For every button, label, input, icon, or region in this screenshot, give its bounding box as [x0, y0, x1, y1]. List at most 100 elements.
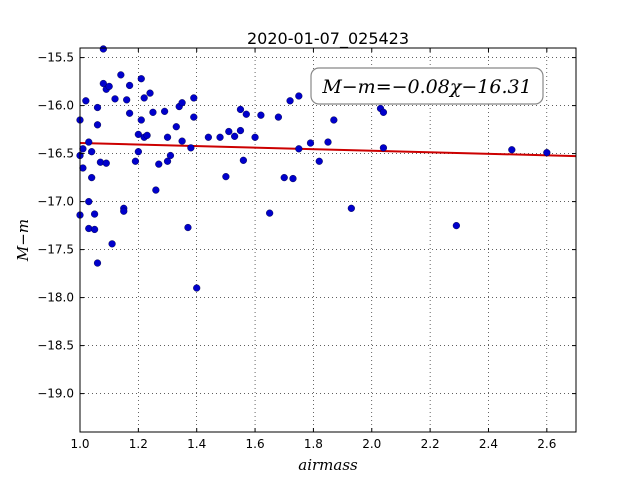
data-point — [289, 174, 297, 183]
y-tick-label: −18.0 — [37, 291, 74, 305]
data-point — [251, 133, 259, 141]
data-point — [187, 144, 195, 152]
data-point — [295, 92, 303, 100]
data-point — [216, 133, 224, 141]
data-point — [280, 174, 288, 182]
data-point — [85, 138, 93, 146]
data-point — [79, 145, 87, 153]
data-point — [379, 144, 388, 152]
data-point — [190, 94, 198, 102]
chart-title: 2020-01-07_025423 — [247, 29, 409, 49]
data-point — [324, 138, 332, 146]
data-point — [146, 89, 154, 97]
data-point — [88, 148, 96, 156]
data-point — [108, 240, 116, 248]
fit-line-segment — [79, 142, 577, 158]
y-tick-label: −16.0 — [37, 99, 74, 113]
data-point — [82, 97, 90, 105]
data-point — [79, 164, 87, 172]
data-point — [178, 137, 186, 145]
data-point — [93, 259, 102, 267]
data-point — [111, 95, 119, 103]
data-point — [88, 174, 96, 182]
data-point — [295, 145, 303, 153]
data-point — [93, 121, 102, 129]
data-point — [330, 116, 338, 124]
y-tick-label: −18.5 — [37, 339, 74, 353]
y-tick-label: −17.5 — [37, 243, 74, 257]
y-tick-label: −17.0 — [37, 195, 74, 209]
x-tick-label: 2.6 — [537, 437, 556, 451]
data-point — [134, 130, 142, 139]
data-point — [508, 146, 516, 154]
data-point — [126, 109, 134, 117]
data-point — [149, 108, 157, 116]
y-axis-label: M−m — [14, 219, 32, 262]
x-tick-label: 1.0 — [70, 437, 89, 451]
grid — [79, 48, 576, 432]
data-point — [105, 82, 113, 91]
data-point — [379, 108, 388, 116]
data-point — [90, 210, 99, 218]
data-point — [286, 97, 294, 105]
data-point — [543, 149, 551, 157]
data-point — [137, 116, 145, 124]
x-tick-label: 1.2 — [129, 437, 148, 451]
data-point — [123, 96, 131, 104]
data-point — [155, 160, 163, 168]
data-point — [257, 111, 265, 119]
data-point — [90, 225, 99, 234]
data-point — [178, 99, 186, 107]
x-tick-label: 2.0 — [362, 437, 381, 451]
data-point — [85, 198, 93, 206]
y-axis-ticks: −15.5 −16.0 −16.5 −17.0 −17.5 −18.0 −18.5 −19.0 — [37, 51, 576, 401]
data-point — [161, 107, 169, 115]
data-point — [99, 79, 107, 88]
x-tick-label: 1.6 — [246, 437, 265, 451]
data-point — [99, 45, 107, 53]
x-tick-label: 2.2 — [421, 437, 440, 451]
y-tick-label: −19.0 — [37, 387, 74, 401]
plot-frame — [79, 47, 577, 433]
data-point — [225, 127, 233, 136]
data-point — [266, 209, 274, 217]
data-point — [190, 113, 198, 121]
data-point — [163, 133, 172, 141]
data-point — [131, 157, 140, 165]
y-tick-label: −15.5 — [37, 51, 74, 65]
data-point — [117, 71, 125, 79]
data-point — [222, 173, 230, 181]
fit-equation-annotation: M−m=−0.08χ−16.31 — [310, 67, 544, 105]
data-point — [152, 186, 160, 194]
data-point — [140, 94, 148, 102]
x-tick-label: 1.8 — [304, 437, 323, 451]
data-point — [204, 133, 212, 141]
data-point — [166, 151, 175, 160]
data-point — [315, 157, 323, 165]
data-point — [347, 204, 355, 212]
y-tick-label: −16.5 — [37, 147, 74, 161]
data-point — [102, 159, 110, 167]
data-point — [239, 156, 247, 164]
data-point — [231, 132, 239, 140]
data-point — [134, 148, 142, 156]
data-point — [236, 126, 245, 135]
data-point — [120, 207, 128, 215]
data-point — [93, 103, 102, 112]
data-point — [236, 105, 245, 114]
fit-line — [79, 142, 577, 158]
data-point — [163, 157, 172, 165]
x-tick-label: 1.4 — [187, 437, 206, 451]
data-point — [137, 75, 145, 83]
data-points — [76, 45, 551, 292]
data-point — [274, 113, 283, 121]
x-axis-label: airmass — [298, 456, 358, 474]
data-point — [242, 110, 250, 118]
data-point — [193, 284, 201, 292]
data-point — [126, 81, 134, 90]
data-point — [184, 223, 192, 232]
data-point — [172, 123, 180, 131]
data-point — [452, 222, 460, 230]
x-tick-label: 2.4 — [479, 437, 498, 451]
